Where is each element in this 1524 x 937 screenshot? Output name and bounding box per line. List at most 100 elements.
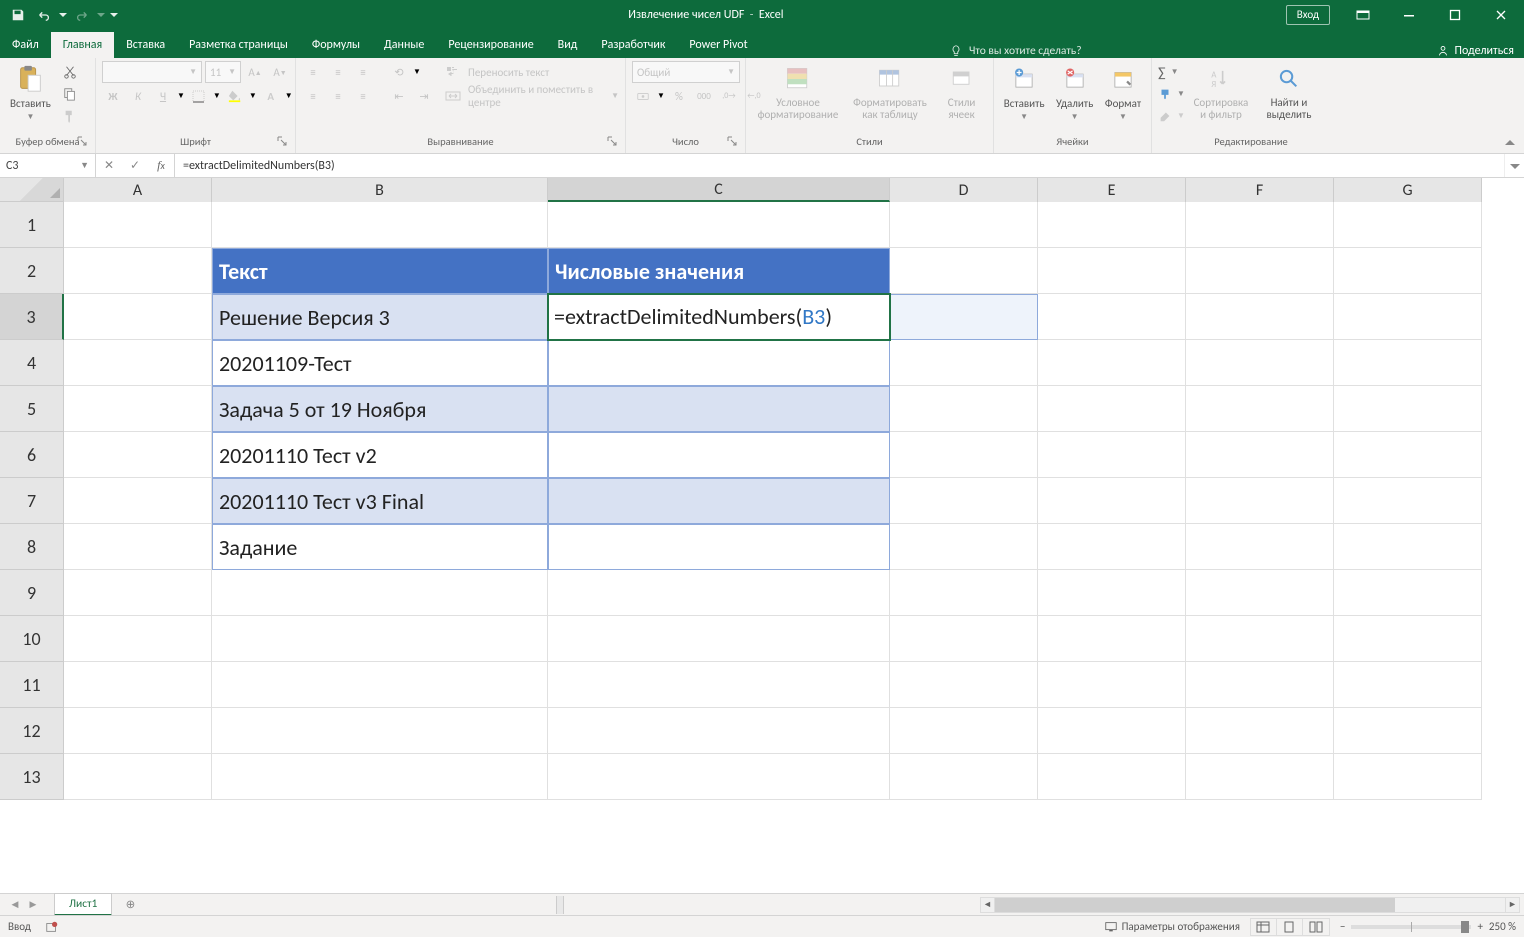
copy-icon[interactable] [59, 83, 81, 105]
cell[interactable] [212, 754, 548, 800]
worksheet-grid[interactable]: ABCDEFG12345678910111213ТекстЧисловые зн… [0, 178, 1524, 893]
cell[interactable] [1186, 478, 1334, 524]
table-cell[interactable] [548, 478, 890, 524]
cell[interactable] [212, 662, 548, 708]
cut-icon[interactable] [59, 61, 81, 83]
dialog-launcher-icon[interactable] [727, 136, 739, 148]
cell[interactable] [890, 340, 1038, 386]
cell[interactable] [1334, 386, 1482, 432]
percent-icon[interactable]: % [668, 85, 690, 107]
insert-cells-button[interactable]: Вставить ▼ [1000, 61, 1048, 124]
cell[interactable] [64, 432, 212, 478]
bold-icon[interactable]: Ж [102, 85, 124, 107]
format-cells-button[interactable]: Формат ▼ [1101, 61, 1145, 124]
active-cell[interactable]: =extractDelimitedNumbers(B3) [548, 294, 890, 340]
cell[interactable] [548, 570, 890, 616]
cell[interactable] [890, 524, 1038, 570]
cell[interactable] [64, 754, 212, 800]
increase-font-icon[interactable]: A▲ [244, 61, 266, 83]
cell[interactable] [890, 754, 1038, 800]
sheet-nav-next-icon[interactable]: ► [24, 898, 42, 912]
cell[interactable] [548, 662, 890, 708]
cell[interactable] [1186, 616, 1334, 662]
table-header-cell[interactable]: Текст [212, 248, 548, 294]
cell[interactable] [1038, 524, 1186, 570]
cell[interactable] [1334, 524, 1482, 570]
cell[interactable] [1334, 570, 1482, 616]
tab-file[interactable]: Файл [0, 32, 51, 58]
cell[interactable] [1334, 340, 1482, 386]
currency-icon[interactable] [632, 85, 654, 107]
increase-decimal-icon[interactable]: ,0→ [718, 85, 740, 107]
row-header[interactable]: 7 [0, 478, 64, 524]
cell[interactable] [1334, 248, 1482, 294]
cell[interactable] [1038, 248, 1186, 294]
row-header[interactable]: 13 [0, 754, 64, 800]
cell[interactable] [1186, 386, 1334, 432]
comma-icon[interactable]: 000 [693, 85, 715, 107]
undo-icon[interactable] [32, 3, 56, 27]
scroll-left-icon[interactable]: ◄ [981, 898, 995, 912]
align-center-icon[interactable]: ≡ [327, 85, 349, 107]
column-header[interactable]: G [1334, 178, 1482, 202]
cell[interactable] [1186, 340, 1334, 386]
table-cell[interactable]: 20201110 Тест v2 [212, 432, 548, 478]
table-cell[interactable] [548, 340, 890, 386]
cell[interactable] [64, 662, 212, 708]
merge-center-button[interactable]: Объединить и поместить в центре ▼ [445, 85, 619, 107]
cell[interactable] [1038, 754, 1186, 800]
cell[interactable] [890, 432, 1038, 478]
cell[interactable] [1334, 294, 1482, 340]
zoom-out-icon[interactable]: − [1340, 920, 1345, 933]
cell[interactable] [1038, 570, 1186, 616]
maximize-icon[interactable] [1432, 0, 1478, 30]
display-settings-button[interactable]: Параметры отображения [1104, 920, 1240, 934]
tab-splitter[interactable] [556, 896, 564, 914]
number-format-combo[interactable]: Общий▼ [632, 61, 740, 83]
sign-in-button[interactable]: Вход [1286, 5, 1330, 25]
table-cell[interactable] [548, 386, 890, 432]
cell[interactable] [212, 616, 548, 662]
row-header[interactable]: 3 [0, 294, 64, 340]
table-cell[interactable] [548, 432, 890, 478]
table-cell[interactable]: Задание [212, 524, 548, 570]
indent-increase-icon[interactable]: ⇥ [413, 85, 435, 107]
clear-button[interactable]: ▼ [1158, 105, 1185, 127]
zoom-slider[interactable] [1351, 925, 1471, 929]
fill-color-icon[interactable] [224, 85, 246, 107]
border-icon[interactable] [188, 85, 210, 107]
redo-icon[interactable] [70, 3, 94, 27]
cell[interactable] [1038, 616, 1186, 662]
cell[interactable] [64, 294, 212, 340]
share-button[interactable]: Поделиться [1436, 44, 1514, 58]
row-header[interactable]: 11 [0, 662, 64, 708]
cell[interactable] [890, 662, 1038, 708]
orientation-icon[interactable]: ⟲ [388, 61, 410, 83]
cell[interactable] [1038, 708, 1186, 754]
delete-cells-button[interactable]: Удалить ▼ [1052, 61, 1097, 124]
align-left-icon[interactable]: ≡ [302, 85, 324, 107]
row-header[interactable]: 8 [0, 524, 64, 570]
conditional-formatting-button[interactable]: Условное форматирование [752, 61, 844, 123]
cell[interactable] [64, 340, 212, 386]
paste-button[interactable]: Вставить ▼ [6, 61, 55, 124]
indent-decrease-icon[interactable]: ⇤ [388, 85, 410, 107]
align-right-icon[interactable]: ≡ [352, 85, 374, 107]
tell-me[interactable]: Что вы хотите сделать? [949, 44, 1082, 58]
cell[interactable] [64, 570, 212, 616]
cell[interactable] [1038, 662, 1186, 708]
wrap-text-button[interactable]: Переносить текст [445, 61, 619, 83]
page-layout-view-icon[interactable] [1277, 919, 1303, 935]
cell[interactable] [1334, 202, 1482, 248]
cell[interactable] [1038, 432, 1186, 478]
dialog-launcher-icon[interactable] [607, 136, 619, 148]
add-sheet-icon[interactable]: ⊕ [118, 897, 142, 912]
cell[interactable] [548, 202, 890, 248]
dialog-launcher-icon[interactable] [77, 136, 89, 148]
column-header[interactable]: A [64, 178, 212, 202]
save-icon[interactable] [6, 3, 30, 27]
zoom-level[interactable]: 250 % [1489, 920, 1516, 933]
row-header[interactable]: 5 [0, 386, 64, 432]
row-header[interactable]: 6 [0, 432, 64, 478]
scroll-right-icon[interactable]: ► [1505, 898, 1519, 912]
